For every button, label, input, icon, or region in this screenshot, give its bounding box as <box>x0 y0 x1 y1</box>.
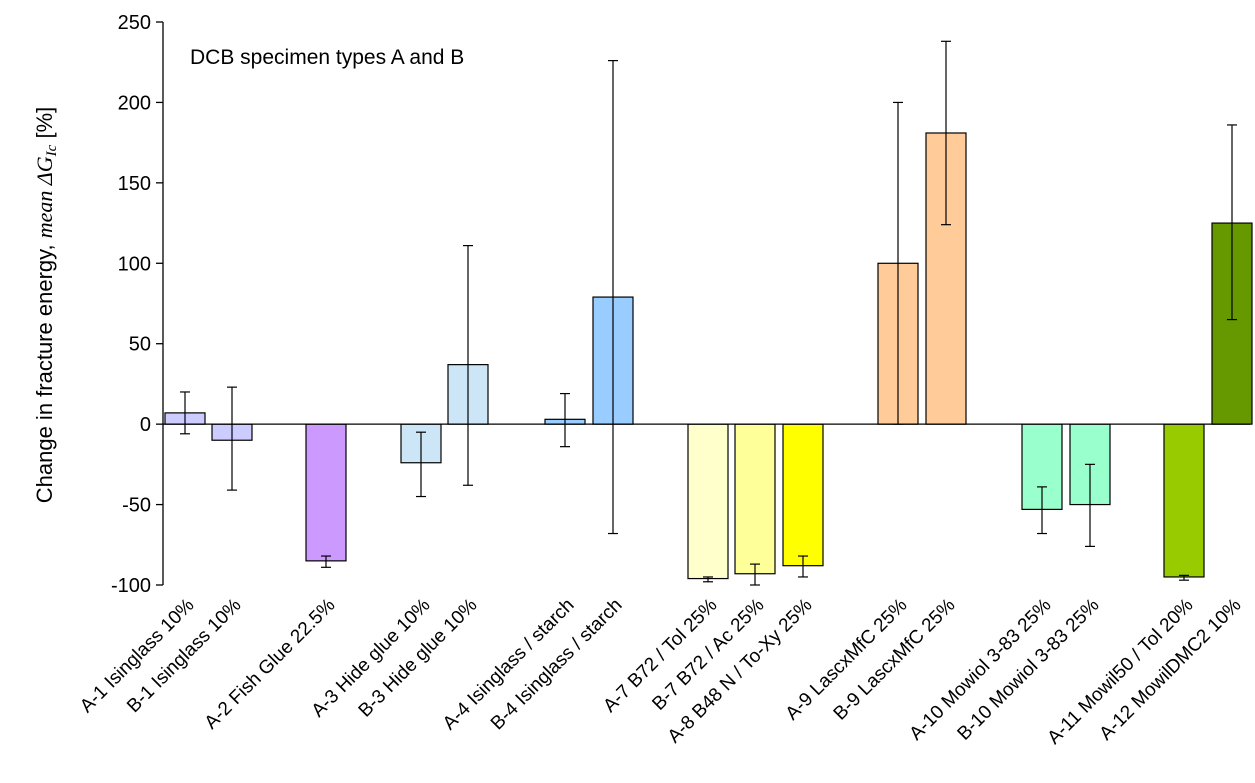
y-axis-label: Change in fracture energy, mean ΔGIc [%] <box>32 107 60 504</box>
y-tick-label: 150 <box>118 173 151 195</box>
error-bars-layer <box>180 40 1237 586</box>
y-tick-label: 100 <box>118 253 151 275</box>
bar <box>782 423 824 567</box>
y-axis-label-subscript: Ic <box>44 144 60 157</box>
y-axis-label-suffix: [%] <box>32 107 57 145</box>
y-tick-label: -50 <box>122 495 151 517</box>
y-axis-label-symbol: ΔG <box>32 156 57 186</box>
chart-annotation: DCB specimen types A and B <box>190 46 464 69</box>
y-tick-label: -100 <box>111 575 151 597</box>
axis-layer: -100 -50 0 50 100 150 200 250 <box>111 12 164 597</box>
bar <box>1163 423 1205 578</box>
bars-layer <box>164 132 1253 580</box>
bar <box>734 423 776 575</box>
bar <box>305 423 347 562</box>
y-axis-label-prefix: Change in fracture energy, <box>32 238 57 503</box>
y-tick-label: 50 <box>129 334 151 356</box>
y-tick-label: 200 <box>118 92 151 114</box>
y-tick-label: 0 <box>140 414 151 436</box>
category-labels-layer: A-1 Isinglass 10%B-1 Isinglass 10%A-2 Fi… <box>76 595 1245 749</box>
bar <box>687 423 729 580</box>
y-tick-label: 250 <box>118 12 151 34</box>
y-axis-label-mean: mean <box>32 185 57 238</box>
